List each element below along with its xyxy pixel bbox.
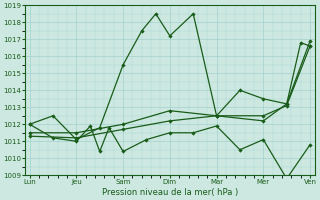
X-axis label: Pression niveau de la mer( hPa ): Pression niveau de la mer( hPa ) xyxy=(102,188,238,197)
